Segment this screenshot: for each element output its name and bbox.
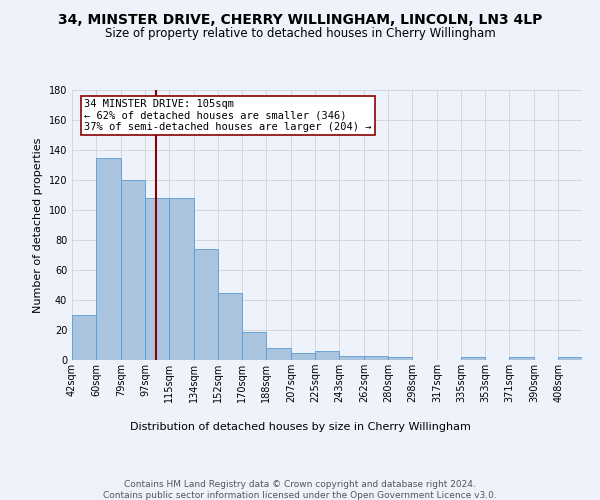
Bar bbox=[558, 357, 582, 360]
Text: Contains public sector information licensed under the Open Government Licence v3: Contains public sector information licen… bbox=[103, 491, 497, 500]
Bar bbox=[242, 332, 266, 360]
Text: 34, MINSTER DRIVE, CHERRY WILLINGHAM, LINCOLN, LN3 4LP: 34, MINSTER DRIVE, CHERRY WILLINGHAM, LI… bbox=[58, 12, 542, 26]
Text: Contains HM Land Registry data © Crown copyright and database right 2024.: Contains HM Land Registry data © Crown c… bbox=[124, 480, 476, 489]
Bar bbox=[96, 158, 121, 360]
Bar bbox=[291, 352, 315, 360]
Bar bbox=[218, 292, 242, 360]
Bar bbox=[364, 356, 388, 360]
Bar bbox=[461, 357, 485, 360]
Bar bbox=[72, 315, 96, 360]
Text: Size of property relative to detached houses in Cherry Willingham: Size of property relative to detached ho… bbox=[104, 28, 496, 40]
Bar bbox=[194, 249, 218, 360]
Text: Distribution of detached houses by size in Cherry Willingham: Distribution of detached houses by size … bbox=[130, 422, 470, 432]
Text: 34 MINSTER DRIVE: 105sqm
← 62% of detached houses are smaller (346)
37% of semi-: 34 MINSTER DRIVE: 105sqm ← 62% of detach… bbox=[84, 99, 371, 132]
Bar bbox=[121, 180, 145, 360]
Bar bbox=[315, 351, 339, 360]
Bar bbox=[339, 356, 364, 360]
Y-axis label: Number of detached properties: Number of detached properties bbox=[33, 138, 43, 312]
Bar bbox=[266, 348, 291, 360]
Bar bbox=[388, 357, 412, 360]
Bar bbox=[509, 357, 534, 360]
Bar bbox=[169, 198, 194, 360]
Bar bbox=[145, 198, 169, 360]
